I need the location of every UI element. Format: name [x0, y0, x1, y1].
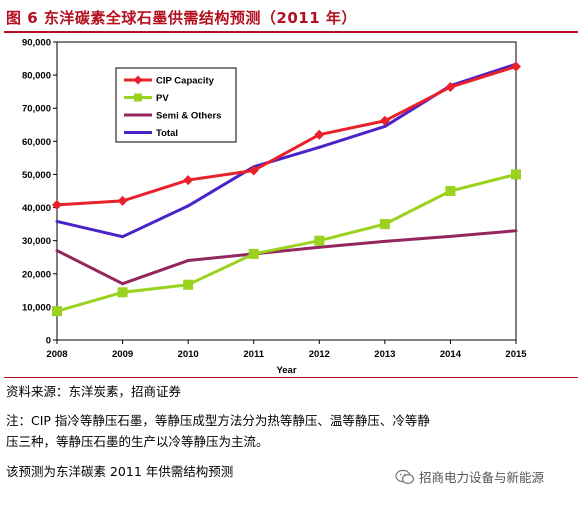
data-point — [314, 235, 325, 246]
source-note: 资料来源：东洋炭素，招商证券 — [6, 384, 182, 399]
data-point — [186, 204, 190, 208]
data-point — [248, 248, 259, 259]
y-tick-label: 40,000 — [22, 203, 51, 214]
data-point — [379, 219, 390, 230]
footnote-line-2: 压三种，等静压石墨的生产以冷等静压为主流。 — [6, 434, 269, 449]
data-point — [445, 82, 456, 93]
y-tick-label: 70,000 — [22, 104, 51, 115]
data-point — [52, 199, 62, 210]
data-point — [55, 249, 59, 253]
data-point — [117, 287, 128, 298]
data-point — [383, 239, 387, 243]
x-tick-label: 2014 — [440, 349, 462, 360]
data-point — [514, 229, 518, 233]
data-point — [121, 235, 125, 239]
series-line-cip-capacity — [56, 65, 517, 207]
figure-title: 图 6 东洋碳素全球石墨供需结构预测（2011 年） — [6, 9, 357, 27]
source-divider — [4, 377, 578, 378]
x-tick-label: 2015 — [505, 349, 527, 360]
y-tick-label: 10,000 — [22, 302, 51, 313]
watermark-text: 招商电力设备与新能源 — [419, 470, 545, 485]
footnote-line-1: 注：CIP 指冷等静压石墨，等静压成型方法分为热等静压、温等静压、冷等静 — [6, 413, 430, 428]
data-point — [183, 279, 194, 290]
data-point — [511, 61, 521, 72]
data-point — [121, 282, 125, 286]
x-tick-label: 2011 — [243, 349, 264, 360]
data-point — [445, 186, 456, 196]
y-tick-label: 20,000 — [22, 269, 51, 280]
y-tick-label: 90,000 — [22, 38, 51, 49]
data-point — [317, 245, 321, 249]
x-tick-label: 2010 — [178, 349, 199, 360]
x-tick-label: 2012 — [309, 349, 330, 360]
line-chart: 0 10,000 20,000 30,000 40,000 50,000 60,000 70,… — [22, 38, 527, 377]
x-tick-label: 2013 — [374, 349, 395, 360]
data-point — [314, 129, 325, 140]
data-point — [448, 234, 452, 238]
data-point — [383, 124, 387, 128]
data-point — [379, 115, 390, 126]
data-point — [117, 195, 128, 206]
data-point — [186, 259, 190, 263]
data-point — [317, 145, 321, 149]
legend-label: PV — [156, 93, 169, 104]
x-tick-label: 2008 — [46, 349, 67, 360]
x-tick-label: 2009 — [112, 349, 133, 360]
legend-label: Total — [156, 128, 178, 139]
data-point — [183, 175, 194, 186]
legend-label: Semi & Others — [156, 111, 221, 122]
data-point — [511, 169, 521, 180]
legend-marker — [134, 93, 142, 102]
x-axis-label: Year — [276, 365, 296, 376]
y-tick-label: 30,000 — [22, 236, 51, 247]
wechat-icon — [395, 469, 415, 484]
data-point — [52, 306, 62, 317]
legend-marker — [133, 75, 143, 85]
series-line-pv — [56, 172, 517, 313]
forecast-note: 该预测为东洋碳素 2011 年供需结构预测 — [6, 464, 234, 479]
y-tick-label: 0 — [46, 336, 51, 347]
title-divider — [4, 31, 578, 33]
watermark: 招商电力设备与新能源 — [395, 467, 544, 486]
y-tick-label: 80,000 — [22, 71, 51, 82]
legend-label: CIP Capacity — [156, 76, 215, 87]
series-line-semi-others — [56, 229, 517, 286]
y-tick-label: 60,000 — [22, 137, 51, 148]
plot-area-frame — [56, 41, 517, 341]
data-point — [55, 219, 59, 223]
data-point — [248, 165, 259, 176]
y-tick-label: 50,000 — [22, 170, 51, 181]
